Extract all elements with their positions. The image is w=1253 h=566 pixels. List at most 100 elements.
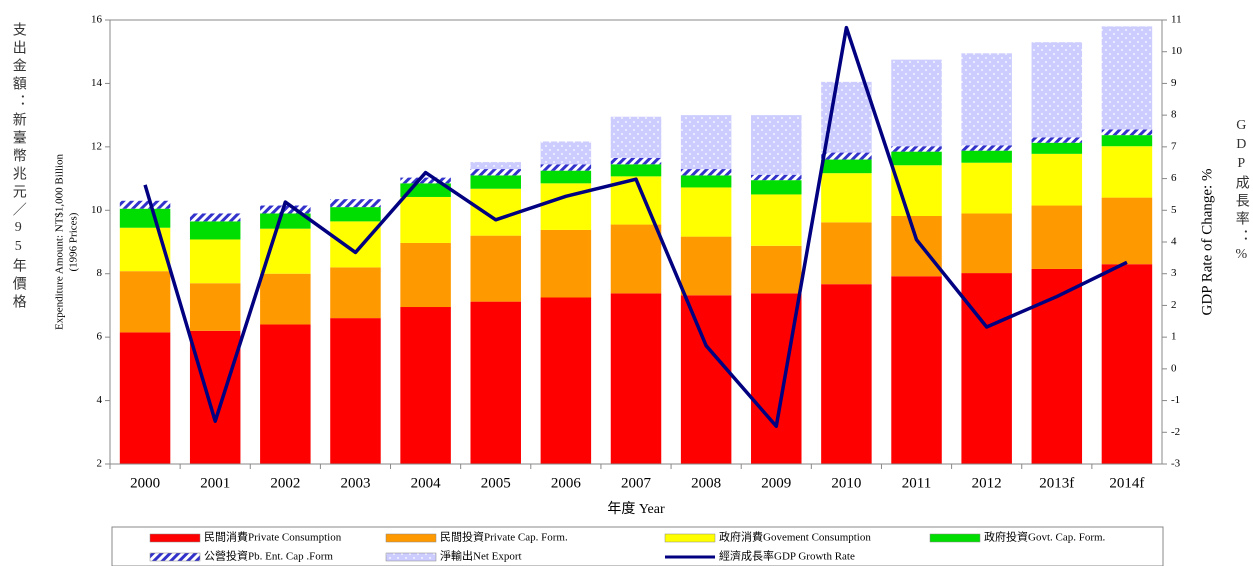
y2-tick-label: -2 [1171, 426, 1180, 438]
y-tick-label: 4 [97, 394, 103, 406]
x-tick-label: 2003 [340, 475, 370, 491]
bar-segment [1101, 197, 1153, 265]
legend-label: 民間消費Private Consumption [204, 530, 342, 544]
bar-segment [260, 273, 311, 325]
bar-segment [821, 159, 872, 174]
legend-box [111, 526, 1164, 566]
bar-segment [540, 229, 592, 298]
x-tick-label: 2002 [270, 475, 300, 491]
legend-label: 政府投資Govt. Cap. Form. [984, 530, 1106, 544]
x-tick-label: 2005 [481, 475, 511, 491]
y-tick-label: 12 [91, 140, 102, 152]
y-axis-label-cn: 支出金額：新臺幣兆元／95年價格 [11, 22, 27, 312]
bar-segment [540, 164, 592, 171]
bar-segment [961, 150, 1012, 163]
bar-segment [1031, 205, 1083, 269]
bar-segment [1101, 146, 1153, 198]
bar-segment [119, 332, 171, 464]
bar-segment [119, 227, 171, 272]
bar-segment [330, 221, 381, 268]
bar-segment [260, 213, 311, 229]
x-tick-label: 2012 [972, 475, 1002, 491]
bar-segment [751, 115, 802, 175]
bar-segment [751, 245, 802, 294]
legend-swatch [385, 533, 437, 543]
bar-segment [470, 169, 521, 176]
y2-tick-label: -1 [1171, 394, 1180, 406]
bar-segment [1031, 268, 1083, 464]
x-tick-label: 2010 [831, 475, 861, 491]
bar-segment [1101, 129, 1153, 136]
x-tick-label: 2007 [621, 475, 652, 491]
y2-axis-label-cn: GDP成長率：% [1234, 118, 1250, 266]
bar-segment [821, 152, 872, 160]
bar-segment [330, 318, 381, 464]
y2-tick-label: 10 [1171, 45, 1183, 57]
bar-segment [610, 293, 662, 464]
y2-tick-label: 7 [1171, 140, 1177, 152]
bar-segment [119, 208, 171, 228]
y-tick-label: 10 [91, 204, 103, 216]
bar-segment [330, 199, 381, 208]
bar-segment [821, 284, 872, 464]
bar-segment [470, 175, 521, 189]
legend-label: 公營投資Pb. Ent. Cap .Form [204, 549, 333, 563]
line-series [143, 25, 1128, 429]
x-tick-label: 2014f [1109, 475, 1144, 491]
bar-segment [260, 205, 311, 214]
bar-segment [680, 295, 732, 464]
x-tick-label: 2008 [691, 475, 721, 491]
x-tick-label: 2004 [411, 475, 442, 491]
bar-segment [610, 116, 662, 158]
bar-segment [680, 169, 732, 176]
bar-segment [1031, 42, 1083, 138]
bar-segment [330, 207, 381, 222]
legend-swatch [149, 552, 201, 562]
y2-tick-label: 6 [1171, 172, 1177, 184]
legend-swatch [385, 552, 437, 562]
bar-segment [751, 174, 802, 181]
bar-segment [189, 239, 241, 284]
bar-segment [680, 236, 732, 296]
legend-swatch [664, 533, 716, 543]
bar-segment [1031, 153, 1083, 206]
bar-segment [400, 177, 451, 184]
x-tick-label: 2009 [761, 475, 791, 491]
bar-segment [961, 145, 1012, 151]
legend-label: 經濟成長率GDP Growth Rate [719, 549, 855, 563]
bar-segment [680, 187, 732, 237]
bar-segment [891, 215, 942, 277]
bar-segment [260, 324, 311, 464]
bar-segment [680, 175, 732, 188]
bar-segment [470, 188, 521, 236]
bar-segment [1031, 142, 1083, 154]
bar-segment [961, 213, 1012, 274]
bar-segment [961, 53, 1012, 146]
bar-segment [540, 170, 592, 184]
x-tick-label: 2001 [200, 475, 230, 491]
y2-tick-label: 2 [1171, 299, 1177, 311]
legend-label: 政府消費Govement Consumption [719, 530, 871, 544]
bar-segment [400, 196, 451, 243]
plot-border [109, 19, 1163, 465]
bar-segment [891, 59, 942, 147]
legend-label: 民間投資Private Cap. Form. [440, 530, 568, 544]
bar-segment [610, 157, 662, 165]
x-tick-label: 2000 [130, 475, 160, 491]
bar-segment [330, 267, 381, 319]
legend-swatch [149, 533, 201, 543]
bar-segment [751, 194, 802, 246]
y2-axis-label: GDP Rate of Change: % [1199, 169, 1215, 316]
y-axis-label: (1996 Prices) [68, 212, 80, 271]
y2-tick-label: 11 [1171, 14, 1182, 26]
y2-tick-label: 8 [1171, 109, 1177, 121]
y-tick-label: 2 [97, 458, 103, 470]
y-tick-label: 16 [91, 14, 103, 26]
y2-tick-label: -3 [1171, 458, 1181, 470]
x-tick-label: 2011 [902, 475, 931, 491]
bar-segment [680, 115, 732, 170]
bar-segment [470, 235, 521, 302]
y2-tick-label: 4 [1171, 236, 1177, 248]
y-tick-label: 8 [97, 267, 103, 279]
